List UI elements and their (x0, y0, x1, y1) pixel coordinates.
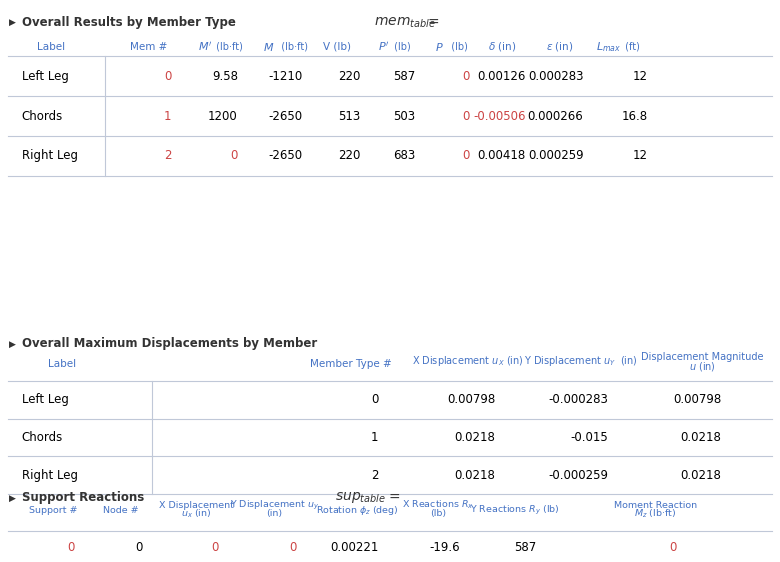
Text: 0.000266: 0.000266 (528, 110, 583, 123)
Text: $M'$: $M'$ (198, 40, 212, 53)
Text: Right Leg: Right Leg (22, 149, 78, 162)
Text: (lb·ft): (lb·ft) (275, 42, 308, 52)
Text: 0: 0 (371, 393, 378, 406)
Text: $u$ (in): $u$ (in) (689, 360, 715, 374)
Text: 12: 12 (633, 149, 647, 162)
Text: $M$: $M$ (264, 40, 275, 53)
Text: $P'$: $P'$ (378, 40, 390, 53)
Text: Moment Reaction: Moment Reaction (614, 501, 697, 510)
Text: =: = (427, 16, 439, 29)
Text: Right Leg: Right Leg (22, 469, 78, 482)
Text: Member Type #: Member Type # (310, 359, 392, 369)
Text: 0: 0 (463, 110, 470, 123)
Text: 513: 513 (338, 110, 360, 123)
Text: 2: 2 (370, 469, 378, 482)
Text: 1: 1 (370, 431, 378, 444)
Text: -0.00506: -0.00506 (473, 110, 526, 123)
Text: $\delta$ (in): $\delta$ (in) (488, 40, 516, 53)
Text: -1210: -1210 (268, 70, 303, 83)
Text: -0.000259: -0.000259 (548, 469, 608, 482)
Text: $\varepsilon$ (in): $\varepsilon$ (in) (546, 40, 574, 53)
Text: (lb·ft): (lb·ft) (213, 42, 243, 52)
Text: 0.00221: 0.00221 (331, 541, 379, 555)
Text: 0.0218: 0.0218 (681, 469, 722, 482)
Text: Left Leg: Left Leg (22, 393, 69, 406)
Text: 9.58: 9.58 (212, 70, 238, 83)
Text: ▶: ▶ (9, 339, 16, 348)
Text: 587: 587 (393, 70, 416, 83)
Text: $P$: $P$ (435, 40, 444, 53)
Text: 0: 0 (136, 541, 143, 555)
Text: ▶: ▶ (9, 18, 16, 27)
Text: (in): (in) (267, 509, 282, 518)
Text: 16.8: 16.8 (622, 110, 647, 123)
Text: 0.00798: 0.00798 (447, 393, 495, 406)
Text: Y Reactions $R_y$ (lb): Y Reactions $R_y$ (lb) (470, 504, 559, 517)
Text: -2650: -2650 (268, 110, 303, 123)
Text: 220: 220 (338, 149, 360, 162)
Text: 1200: 1200 (208, 110, 238, 123)
Text: 0.00126: 0.00126 (477, 70, 526, 83)
Text: 12: 12 (633, 70, 647, 83)
Text: Label: Label (48, 359, 76, 369)
Text: Y Displacement $u_y$: Y Displacement $u_y$ (230, 498, 319, 512)
Text: 2: 2 (164, 149, 172, 162)
Text: Mem #: Mem # (129, 42, 167, 52)
Text: $mem_{table}$: $mem_{table}$ (374, 15, 436, 30)
Text: Overall Maximum Displacements by Member: Overall Maximum Displacements by Member (22, 337, 317, 351)
Text: 0: 0 (165, 70, 172, 83)
Text: 0.0218: 0.0218 (455, 431, 495, 444)
Text: 0: 0 (68, 541, 75, 555)
Text: $M_z$ (lb·ft): $M_z$ (lb·ft) (634, 507, 676, 520)
Text: (lb): (lb) (391, 42, 410, 52)
Text: (ft): (ft) (622, 42, 640, 52)
Text: Displacement Magnitude: Displacement Magnitude (640, 352, 764, 362)
Text: $L_{max}$: $L_{max}$ (597, 40, 622, 53)
Text: -19.6: -19.6 (430, 541, 460, 555)
Text: -0.015: -0.015 (571, 431, 608, 444)
Text: Y Displacement $u_Y$  (in): Y Displacement $u_Y$ (in) (524, 355, 638, 368)
Text: 587: 587 (514, 541, 537, 555)
Text: =: = (388, 491, 400, 505)
Text: Chords: Chords (22, 110, 63, 123)
Text: Rotation $\phi_z$ (deg): Rotation $\phi_z$ (deg) (316, 504, 399, 517)
Text: 0: 0 (211, 541, 218, 555)
Text: 0: 0 (231, 149, 238, 162)
Text: 503: 503 (394, 110, 416, 123)
Text: X Displacement: X Displacement (159, 501, 234, 510)
Text: 683: 683 (393, 149, 416, 162)
Text: Overall Results by Member Type: Overall Results by Member Type (22, 16, 236, 29)
Text: 1: 1 (164, 110, 172, 123)
Text: 0.000259: 0.000259 (528, 149, 583, 162)
Text: -0.000283: -0.000283 (548, 393, 608, 406)
Text: X Displacement $u_X$ (in): X Displacement $u_X$ (in) (412, 355, 524, 368)
Text: 0: 0 (670, 541, 677, 555)
Text: 0: 0 (463, 70, 470, 83)
Text: Support #: Support # (29, 506, 77, 515)
Text: $u_x$ (in): $u_x$ (in) (181, 507, 212, 520)
Text: ▶: ▶ (9, 493, 16, 502)
Text: Support Reactions: Support Reactions (22, 491, 144, 505)
Text: 0: 0 (289, 541, 296, 555)
Text: 0.00418: 0.00418 (477, 149, 526, 162)
Text: Node #: Node # (103, 506, 139, 515)
Text: -2650: -2650 (268, 149, 303, 162)
Text: Chords: Chords (22, 431, 63, 444)
Text: 0.0218: 0.0218 (455, 469, 495, 482)
Text: $sup_{table}$: $sup_{table}$ (335, 491, 386, 505)
Text: Left Leg: Left Leg (22, 70, 69, 83)
Text: 220: 220 (338, 70, 360, 83)
Text: Label: Label (37, 42, 65, 52)
Text: 0.000283: 0.000283 (528, 70, 583, 83)
Text: 0.00798: 0.00798 (673, 393, 722, 406)
Text: (lb): (lb) (445, 42, 467, 52)
Text: (lb): (lb) (431, 509, 446, 518)
Text: 0: 0 (463, 149, 470, 162)
Text: X Reactions $R_x$: X Reactions $R_x$ (402, 499, 474, 511)
Text: 0.0218: 0.0218 (681, 431, 722, 444)
Text: V (lb): V (lb) (323, 42, 351, 52)
